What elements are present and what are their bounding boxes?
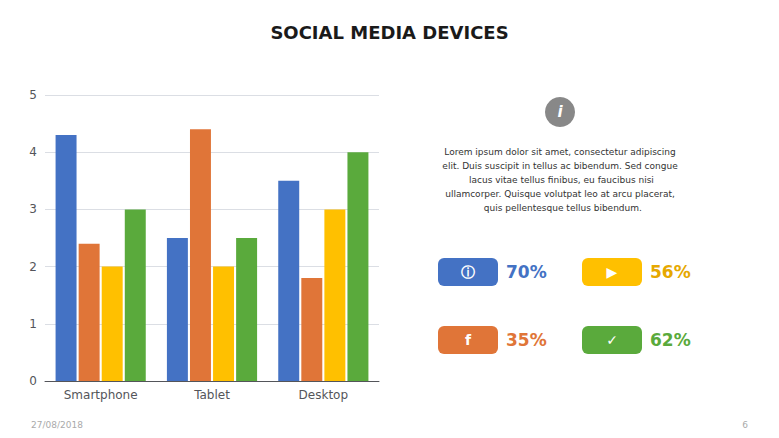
svg-text:ullamcorper. Quisque volutpat: ullamcorper. Quisque volutpat leo at arc…	[445, 189, 675, 199]
svg-text:SOCIAL MEDIA DEVICES: SOCIAL MEDIA DEVICES	[270, 22, 508, 43]
svg-text:6: 6	[742, 420, 748, 430]
svg-text:3: 3	[29, 202, 37, 216]
svg-text:Smartphone: Smartphone	[64, 388, 138, 402]
svg-text:ⓘ: ⓘ	[461, 264, 475, 280]
svg-text:f: f	[465, 332, 472, 348]
svg-text:1: 1	[29, 317, 37, 331]
svg-text:elit. Duis suscipit in tellus: elit. Duis suscipit in tellus ac bibendu…	[442, 161, 678, 171]
svg-text:4: 4	[29, 145, 37, 159]
svg-text:Lorem ipsum dolor sit amet, co: Lorem ipsum dolor sit amet, consectetur …	[444, 147, 675, 157]
svg-text:lacus vitae tellus finibus, eu: lacus vitae tellus finibus, eu faucibus …	[466, 175, 654, 185]
svg-text:i: i	[557, 103, 563, 121]
svg-text:Desktop: Desktop	[299, 388, 349, 402]
svg-text:✓: ✓	[606, 332, 618, 348]
svg-text:quis pellentesque tellus biben: quis pellentesque tellus bibendum.	[478, 203, 642, 213]
svg-text:Tablet: Tablet	[193, 388, 230, 402]
svg-text:62%: 62%	[650, 330, 691, 350]
svg-text:0: 0	[29, 374, 37, 388]
svg-text:56%: 56%	[650, 262, 691, 282]
svg-text:27/08/2018: 27/08/2018	[31, 420, 83, 430]
svg-text:35%: 35%	[506, 330, 547, 350]
svg-text:5: 5	[29, 88, 37, 102]
svg-text:▶: ▶	[607, 264, 618, 280]
svg-text:70%: 70%	[506, 262, 547, 282]
svg-text:2: 2	[29, 260, 37, 274]
